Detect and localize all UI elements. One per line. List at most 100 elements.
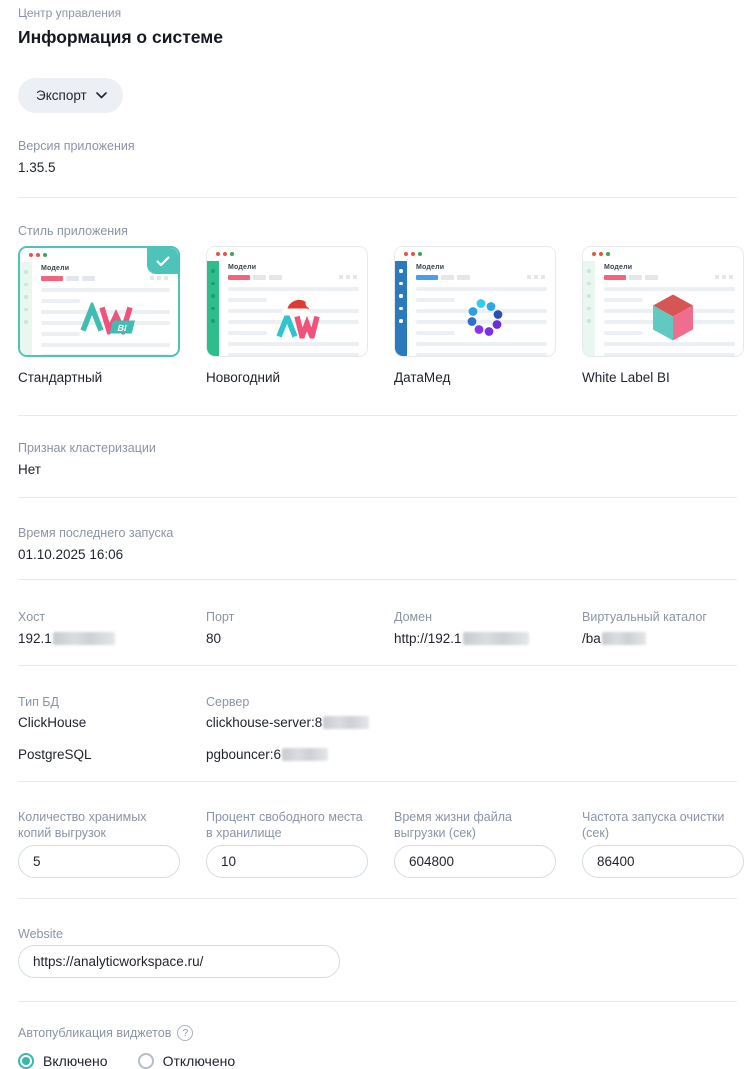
help-icon[interactable]: ?: [177, 1025, 194, 1041]
storage-field-input[interactable]: [394, 845, 556, 878]
style-cards-row: Модели BI Стандартный: [18, 246, 744, 386]
mockup-nav-label: Модели: [41, 265, 70, 272]
divider: [18, 197, 737, 198]
style-card-preview: Модели: [206, 246, 368, 357]
storage-field-label: Количество хранимых копий выгрузок: [18, 810, 147, 840]
network-columns: Хост 192.1 Порт 80 Домен http://192.1 Ви…: [18, 609, 737, 647]
version-label: Версия приложения: [18, 139, 135, 153]
info-column-label: Виртуальный каталог: [582, 610, 707, 624]
divider: [18, 415, 737, 416]
db-row: ClickHouse clickhouse-server:8: [18, 714, 737, 731]
info-column-value: /ba: [582, 630, 744, 647]
divider: [18, 665, 737, 666]
info-column: Порт 80: [206, 609, 368, 647]
autopublish-radio-option[interactable]: Отключено: [137, 1053, 236, 1069]
mockup-sidebar: [20, 262, 32, 355]
info-column-label: Домен: [394, 610, 433, 624]
style-card-label: ДатаМед: [394, 370, 451, 385]
style-card[interactable]: Модели ДатаМед: [394, 246, 556, 386]
mockup-window-dots: [583, 247, 743, 261]
export-button-label: Экспорт: [36, 88, 87, 103]
info-column-label: Хост: [18, 610, 46, 624]
storage-fields-row: Количество хранимых копий выгрузок Процен…: [18, 809, 744, 878]
storage-field-label: Частота запуска очистки (сек): [582, 810, 725, 840]
mockup-sidebar: [583, 261, 595, 356]
radio-label: Включено: [43, 1053, 108, 1069]
mockup-toolbar: [604, 275, 735, 280]
style-card-label: White Label BI: [582, 370, 670, 385]
mockup-toolbar: [416, 275, 547, 280]
datamed-dots-logo: [461, 293, 509, 346]
style-card[interactable]: Модели White Label BI: [582, 246, 744, 386]
redacted-value: [52, 632, 115, 645]
redacted-value: [462, 632, 529, 645]
info-column: Хост 192.1: [18, 609, 180, 647]
divider: [18, 781, 737, 782]
style-card-preview: Модели: [394, 246, 556, 357]
page-title: Информация о системе: [18, 27, 223, 47]
mockup-content-lines: [416, 287, 547, 356]
last-launch-label: Время последнего запуска: [18, 526, 174, 540]
style-card[interactable]: Модели BI Стандартный: [18, 246, 180, 386]
radio-icon[interactable]: [137, 1053, 154, 1069]
mockup-toolbar: [228, 275, 359, 280]
chevron-down-icon: [95, 92, 107, 99]
db-type-value: ClickHouse: [18, 715, 87, 730]
mockup-window-dots: [20, 248, 178, 262]
style-card[interactable]: Модели Новогодний: [206, 246, 368, 386]
last-launch-value: 01.10.2025 16:06: [18, 547, 124, 562]
redacted-value: [323, 716, 370, 729]
db-server-value: pgbouncer:6: [206, 746, 737, 763]
storage-field-input[interactable]: [206, 845, 368, 878]
divider: [18, 579, 737, 580]
clustering-label: Признак кластеризации: [18, 441, 156, 455]
website-input[interactable]: [18, 945, 340, 978]
clustering-value: Нет: [18, 462, 41, 477]
breadcrumb[interactable]: Центр управления: [18, 6, 122, 20]
style-card-preview: Модели BI: [18, 246, 180, 357]
info-column-value: 80: [206, 631, 222, 646]
mockup-window-dots: [207, 247, 367, 261]
version-value: 1.35.5: [18, 160, 56, 175]
db-server-label: Сервер: [206, 695, 250, 709]
aw-bi-logo: BI: [78, 299, 140, 339]
export-button[interactable]: Экспорт: [18, 78, 123, 113]
divider: [18, 898, 737, 899]
redacted-value: [601, 632, 646, 645]
autopublish-label: Автопубликация виджетов: [18, 1026, 172, 1040]
db-type-value: PostgreSQL: [18, 747, 92, 762]
mockup-toolbar: [41, 276, 170, 281]
storage-field-input[interactable]: [582, 845, 744, 878]
storage-field-label: Процент свободного места в хранилище: [206, 810, 363, 840]
mockup-nav-label: Модели: [604, 264, 633, 271]
storage-field-input[interactable]: [18, 845, 180, 878]
radio-icon[interactable]: [18, 1053, 34, 1069]
mockup-sidebar: [207, 261, 219, 356]
autopublish-radio-option[interactable]: Включено: [18, 1053, 108, 1069]
divider: [18, 1001, 737, 1002]
db-server-value: clickhouse-server:8: [206, 714, 737, 731]
db-type-label: Тип БД: [18, 695, 59, 709]
storage-field-label: Время жизни файла выгрузки (сек): [394, 810, 512, 840]
website-label: Website: [18, 927, 63, 941]
mockup-nav-label: Модели: [416, 264, 445, 271]
mockup-window-dots: [395, 247, 555, 261]
style-card-label: Новогодний: [206, 370, 281, 385]
info-column: Виртуальный каталог /ba: [582, 609, 744, 647]
svg-text:BI: BI: [117, 323, 128, 333]
redacted-value: [282, 748, 329, 761]
style-card-preview: Модели: [582, 246, 744, 357]
cube-logo: [647, 292, 699, 347]
style-card-label: Стандартный: [18, 370, 103, 385]
info-column-value: 192.1: [18, 630, 180, 647]
info-column-value: http://192.1: [394, 630, 556, 647]
app-style-label: Стиль приложения: [18, 224, 128, 238]
aw-bi-santa-logo: [267, 296, 327, 346]
divider: [18, 497, 737, 498]
autopublish-radio-group: Включено Отключено: [18, 1053, 737, 1069]
radio-label: Отключено: [162, 1053, 236, 1069]
db-row: PostgreSQL pgbouncer:6: [18, 746, 737, 763]
mockup-sidebar: [395, 261, 407, 356]
info-column-label: Порт: [206, 610, 235, 624]
